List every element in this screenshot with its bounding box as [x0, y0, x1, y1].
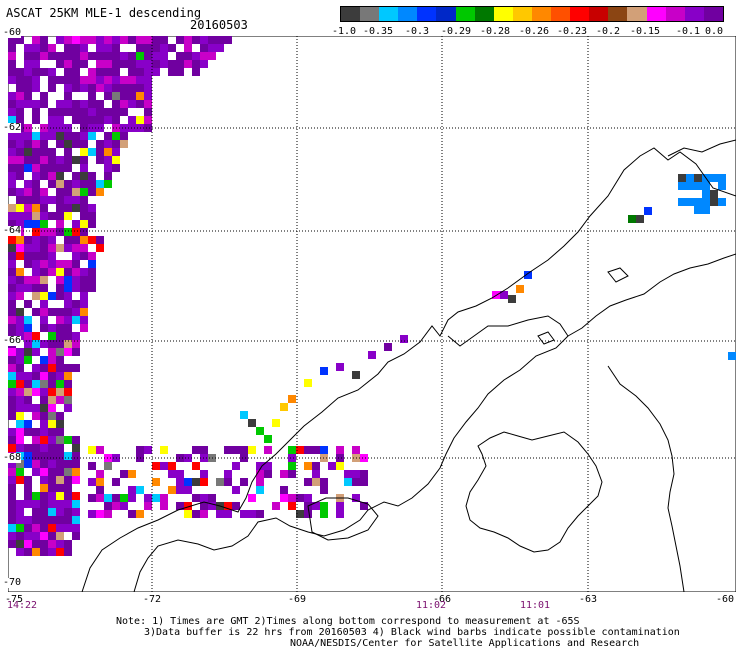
- colorbar-segment: [531, 7, 552, 21]
- ronne-shelf-edge: [607, 365, 685, 592]
- colorbar-tick: -0.23: [556, 26, 588, 37]
- colorbar-segment: [474, 7, 494, 21]
- pass-time-label: 11:02: [415, 600, 447, 611]
- colorbar-segment: [493, 7, 513, 21]
- colorbar-segment: [684, 7, 704, 21]
- colorbar-segment: [341, 7, 361, 21]
- pass-time-label: 14:22: [6, 600, 38, 611]
- coastline: [81, 139, 736, 592]
- colorbar-segment: [703, 7, 723, 21]
- weddell-sea-coast: [567, 253, 736, 337]
- colorbar-tick: -0.1: [675, 26, 701, 37]
- colorbar-tick: -0.2: [595, 26, 621, 37]
- x-tick-label: -75: [4, 594, 24, 605]
- y-tick-label: -70: [3, 577, 22, 588]
- x-tick-label: -69: [287, 594, 307, 605]
- peninsula-inner-coast: [133, 315, 569, 592]
- colorbar-ticks: -1.0 -0.35 -0.3 -0.29 -0.28 -0.26 -0.23 …: [316, 26, 736, 40]
- x-tick-label: -66: [432, 594, 452, 605]
- y-tick-label: -60: [3, 27, 22, 38]
- colorbar-segment: [551, 7, 571, 21]
- island-1: [607, 267, 629, 283]
- colorbar-tick: 0.0: [704, 26, 724, 37]
- alexander-island: [307, 497, 379, 541]
- colorbar-segment: [398, 7, 418, 21]
- x-tick-label: -72: [142, 594, 162, 605]
- data-cells: [8, 36, 736, 556]
- colorbar-segment: [360, 7, 380, 21]
- y-tick-label: -64: [3, 225, 22, 236]
- y-tick-label: -68: [3, 452, 22, 463]
- colorbar-tick: -0.15: [629, 26, 661, 37]
- colorbar-segment: [608, 7, 628, 21]
- island-2: [537, 331, 555, 345]
- colorbar-tick: -0.3: [404, 26, 430, 37]
- grid-lines: [8, 36, 736, 592]
- antarctic-peninsula-coast: [81, 147, 736, 592]
- x-tick-label: -60: [715, 594, 735, 605]
- colorbar-tick: -1.0: [331, 26, 357, 37]
- pass-time-label: 11:01: [519, 600, 551, 611]
- footnote-line-3: NOAA/NESDIS/Center for Satellite Applica…: [290, 638, 640, 649]
- colorbar-tick: -0.29: [440, 26, 472, 37]
- map-panel: [8, 36, 736, 592]
- x-tick-label: -63: [578, 594, 598, 605]
- colorbar-segment: [646, 7, 666, 21]
- y-tick-label: -62: [3, 122, 22, 133]
- south-shetland-islands: [667, 139, 736, 157]
- colorbar-segment: [570, 7, 590, 21]
- colorbar-tick: -0.28: [479, 26, 511, 37]
- colorbar-segment: [589, 7, 609, 21]
- colorbar-segment: [455, 7, 475, 21]
- colorbar-tick: -0.26: [518, 26, 550, 37]
- colorbar-segment: [665, 7, 685, 21]
- colorbar-segment: [512, 7, 532, 21]
- colorbar-segment: [417, 7, 437, 21]
- colorbar-segment: [436, 7, 456, 21]
- colorbar: [340, 6, 724, 22]
- colorbar-tick: -0.35: [362, 26, 394, 37]
- colorbar-segment: [627, 7, 647, 21]
- map-title: ASCAT 25KM MLE-1 descending: [6, 6, 202, 20]
- colorbar-segment: [379, 7, 399, 21]
- footnote-line-1: Note: 1) Times are GMT 2)Times along bot…: [116, 616, 580, 627]
- map-date: 20160503: [190, 18, 248, 32]
- footnote-line-2: 3)Data buffer is 22 hrs from 20160503 4)…: [144, 627, 680, 638]
- y-tick-label: -66: [3, 335, 22, 346]
- inland-ice-edge: [465, 431, 603, 553]
